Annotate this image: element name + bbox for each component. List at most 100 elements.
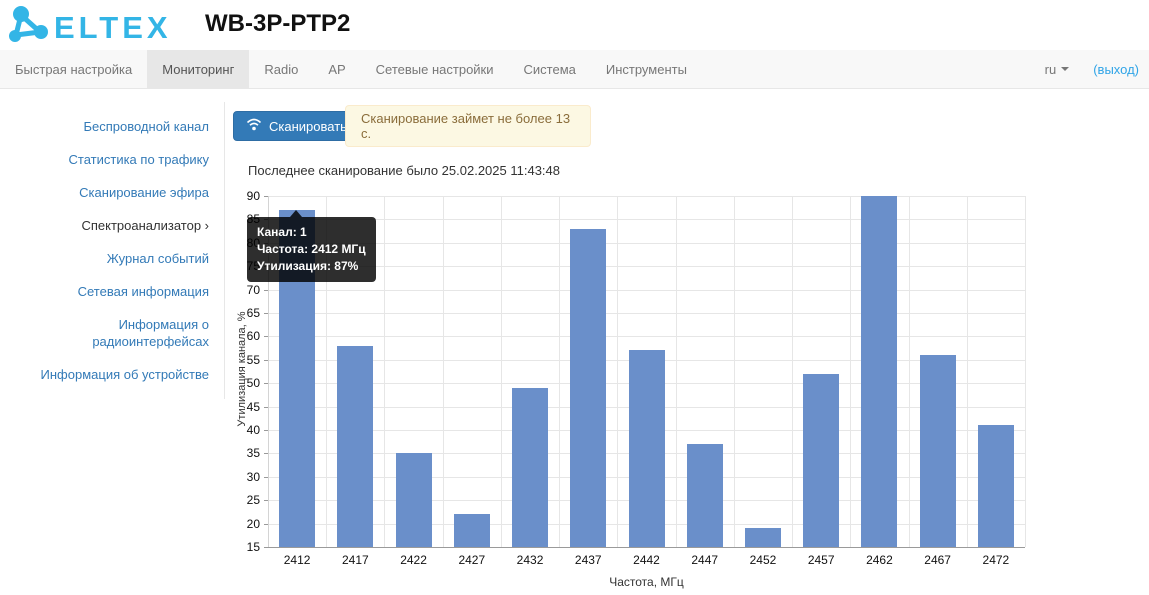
v-gridline bbox=[559, 196, 560, 547]
eltex-logo-icon bbox=[8, 5, 50, 50]
bar-2432[interactable] bbox=[512, 387, 549, 547]
sidebar-item-2[interactable]: Сканирование эфира bbox=[79, 185, 209, 200]
wifi-icon bbox=[246, 118, 262, 134]
x-tick-label: 2452 bbox=[749, 553, 777, 567]
y-tick-mark bbox=[264, 476, 268, 478]
v-gridline bbox=[792, 196, 793, 547]
logout-link[interactable]: (выход) bbox=[1093, 61, 1139, 77]
x-tick-label: 2422 bbox=[400, 553, 427, 567]
y-tick-label: 90 bbox=[246, 189, 260, 203]
v-gridline bbox=[967, 196, 968, 547]
nav-tab-5[interactable]: Система bbox=[523, 61, 576, 77]
x-tick-label: 2412 bbox=[283, 553, 311, 567]
sidebar-item-7[interactable]: Информация об устройстве bbox=[40, 367, 209, 382]
v-gridline bbox=[501, 196, 502, 547]
h-gridline bbox=[268, 219, 1025, 221]
y-tick-mark bbox=[264, 406, 268, 408]
sidebar: Беспроводной канал Статистика по трафику С… bbox=[0, 102, 225, 399]
h-gridline bbox=[268, 336, 1025, 338]
sidebar-item-3[interactable]: Спектроанализатор › bbox=[81, 218, 209, 233]
bar-2442[interactable] bbox=[628, 350, 665, 547]
y-tick-mark bbox=[264, 453, 268, 455]
x-tick-label: 2437 bbox=[574, 553, 602, 567]
y-tick-label: 15 bbox=[246, 540, 260, 554]
x-tick-label: 2467 bbox=[924, 553, 951, 567]
navbar-right: ru (выход) bbox=[1045, 50, 1149, 88]
x-axis-title: Частота, МГц bbox=[609, 575, 684, 589]
x-axis-line bbox=[268, 547, 1025, 548]
x-tick-label: 2447 bbox=[691, 553, 719, 567]
y-tick-label: 30 bbox=[246, 469, 260, 484]
bar-2417[interactable] bbox=[337, 345, 374, 547]
bar-2472[interactable] bbox=[977, 425, 1014, 547]
scan-duration-alert: Сканирование займет не более 13 с. bbox=[345, 105, 591, 147]
h-gridline bbox=[268, 196, 1025, 197]
chevron-down-icon bbox=[1061, 67, 1070, 71]
y-tick-label: 35 bbox=[246, 446, 260, 461]
nav-tab-1[interactable]: Мониторинг bbox=[147, 50, 250, 88]
language-dropdown[interactable]: ru bbox=[1045, 62, 1070, 77]
y-tick-mark bbox=[264, 359, 268, 361]
y-tick-mark bbox=[264, 500, 268, 502]
sidebar-item-6[interactable]: Информация о радиоинтерфейсах bbox=[92, 317, 209, 349]
eltex-logo: ELTEX bbox=[8, 5, 172, 50]
y-axis-line bbox=[268, 196, 269, 547]
scan-button[interactable]: Сканировать bbox=[233, 111, 360, 141]
sidebar-item-4[interactable]: Журнал событий bbox=[106, 251, 209, 266]
y-tick-mark bbox=[264, 523, 268, 525]
sidebar-item-5[interactable]: Сетевая информация bbox=[77, 284, 209, 299]
bar-2437[interactable] bbox=[570, 228, 607, 547]
x-tick-label: 2462 bbox=[866, 553, 893, 567]
nav-tab-0[interactable]: Быстрая настройка bbox=[15, 61, 133, 77]
h-gridline bbox=[268, 289, 1025, 291]
sidebar-menu: Беспроводной канал Статистика по трафику С… bbox=[0, 102, 225, 399]
x-tick-label: 2457 bbox=[807, 553, 835, 567]
bar-2422[interactable] bbox=[395, 453, 432, 547]
h-gridline bbox=[268, 266, 1025, 268]
x-tick-label: 2427 bbox=[458, 553, 486, 567]
nav-tab-2[interactable]: Radio bbox=[264, 61, 299, 77]
bar-2467[interactable] bbox=[919, 355, 956, 547]
language-label: ru bbox=[1044, 61, 1057, 77]
y-tick-label: 65 bbox=[246, 306, 260, 320]
y-tick-label: 20 bbox=[246, 516, 260, 531]
y-tick-label: 50 bbox=[246, 376, 260, 391]
x-tick-label: 2432 bbox=[516, 553, 544, 567]
sidebar-item-1[interactable]: Статистика по трафику bbox=[68, 152, 209, 167]
v-gridline bbox=[850, 196, 851, 547]
v-gridline bbox=[384, 196, 385, 547]
chart-plot-area bbox=[268, 196, 1026, 547]
sidebar-item-0[interactable]: Беспроводной канал bbox=[83, 119, 209, 134]
tooltip-utilization: Утилизация: 87% bbox=[257, 259, 359, 273]
nav-tab-3[interactable]: AP bbox=[328, 61, 346, 77]
y-tick-mark bbox=[264, 196, 268, 197]
tooltip-arrow-icon bbox=[290, 210, 302, 217]
h-gridline bbox=[268, 242, 1025, 244]
bar-2462[interactable] bbox=[861, 196, 898, 547]
bar-2452[interactable] bbox=[744, 528, 781, 547]
v-gridline bbox=[676, 196, 677, 547]
navbar: Быстрая настройка Мониторинг Radio AP Сетевы… bbox=[0, 50, 1149, 89]
nav-tab-6[interactable]: Инструменты bbox=[605, 61, 687, 77]
nav-tab-4[interactable]: Сетевые настройки bbox=[375, 61, 494, 77]
x-tick-label: 2417 bbox=[341, 553, 369, 567]
v-gridline bbox=[1025, 196, 1026, 547]
bar-2457[interactable] bbox=[803, 373, 840, 547]
bar-2427[interactable] bbox=[453, 514, 490, 547]
scan-button-label: Сканировать bbox=[269, 118, 347, 134]
y-tick-mark bbox=[264, 289, 268, 291]
y-tick-mark bbox=[264, 547, 268, 548]
y-tick-label: 45 bbox=[246, 399, 260, 414]
alert-text: Сканирование займет не более 13 с. bbox=[361, 111, 571, 141]
y-tick-label: 40 bbox=[246, 423, 260, 437]
v-gridline bbox=[909, 196, 910, 547]
y-tick-label: 60 bbox=[246, 329, 260, 344]
y-tick-label: 25 bbox=[246, 493, 260, 508]
y-tick-mark bbox=[264, 336, 268, 338]
y-tick-mark bbox=[264, 430, 268, 431]
v-gridline bbox=[443, 196, 444, 547]
tooltip-channel: Канал: 1 bbox=[257, 225, 307, 239]
bar-2447[interactable] bbox=[686, 444, 723, 547]
header: ELTEX WB-3P-PTP2 bbox=[0, 0, 1149, 50]
